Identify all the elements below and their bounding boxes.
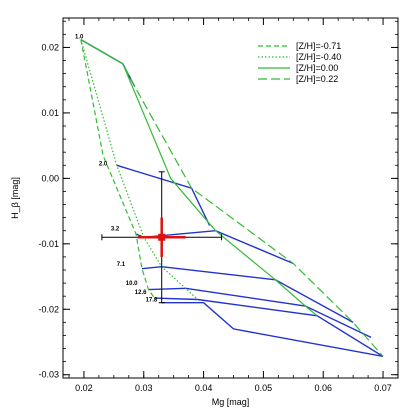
y-tick-label: 0.01 [41, 108, 59, 118]
age-label: 7.1 [117, 262, 126, 268]
age-line-7.1 [141, 265, 354, 324]
legend: [Z/H]=-0.71[Z/H]=-0.40[Z/H]=0.00[Z/H]=0.… [258, 41, 341, 84]
x-tick-label: 0.06 [314, 383, 332, 393]
age-label: 1.0 [75, 34, 84, 40]
plot-frame [62, 17, 399, 379]
age-line-10.0 [148, 287, 372, 339]
y-tick-label: -0.03 [38, 370, 59, 380]
x-tick-label: 0.05 [255, 383, 273, 393]
y-axis-label: H_β [mag] [10, 177, 20, 219]
age-label: 10.0 [126, 281, 138, 287]
age-line-12.6 [154, 297, 384, 357]
x-axis-label: Mg [mag] [212, 397, 250, 407]
age-line-3.2 [135, 229, 294, 265]
age-label: 2.0 [99, 161, 108, 167]
x-tick-label: 0.07 [374, 383, 392, 393]
x-tick-label: 0.02 [75, 383, 93, 393]
legend-label: [Z/H]=0.22 [296, 74, 338, 84]
observation-point [158, 233, 166, 241]
metallicity-line-2 [80, 39, 318, 317]
legend-label: [Z/H]=0.00 [296, 63, 338, 73]
x-tick-label: 0.03 [135, 383, 153, 393]
observation-group [101, 171, 223, 304]
metallicity-line-group [80, 39, 384, 357]
age-label: 3.2 [111, 227, 120, 233]
age-label-group: 1.0 2.0 3.2 7.1 10.0 12.617.8 [75, 34, 158, 303]
legend-label: [Z/H]=-0.71 [296, 41, 341, 51]
metallicity-line-1 [80, 39, 199, 300]
metallicity-line-0 [80, 39, 155, 299]
y-tick-label: 0.00 [41, 173, 59, 183]
y-tick-label: -0.02 [38, 304, 59, 314]
tick-group: 0.02 0.03 0.04 0.05 0.06 0.07 0.02 0.01 0.00 -0.0… [38, 18, 398, 393]
age-line-17.8 [161, 302, 384, 358]
age-label: 17.8 [146, 297, 158, 303]
legend-label: [Z/H]=-0.40 [296, 52, 341, 62]
metallicity-line-3 [80, 39, 384, 357]
age-label: 12.6 [135, 290, 147, 296]
x-tick-label: 0.04 [195, 383, 213, 393]
y-tick-label: -0.01 [38, 239, 59, 249]
y-tick-label: 0.02 [41, 42, 59, 52]
